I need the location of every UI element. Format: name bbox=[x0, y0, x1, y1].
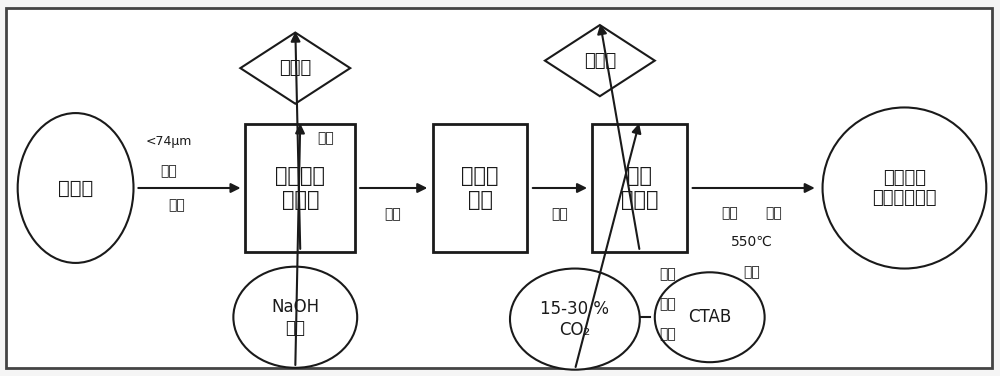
Text: 干燥: 干燥 bbox=[765, 206, 782, 220]
Text: NaOH
溶液: NaOH 溶液 bbox=[271, 298, 319, 337]
Bar bbox=[433, 124, 527, 252]
Text: 结晶: 结晶 bbox=[659, 327, 676, 341]
Polygon shape bbox=[240, 33, 350, 104]
Text: 球磨: 球磨 bbox=[168, 198, 185, 212]
Text: 滤渣: 滤渣 bbox=[317, 131, 334, 146]
Ellipse shape bbox=[655, 272, 765, 362]
Text: 高温高压
反应釜: 高温高压 反应釜 bbox=[275, 167, 325, 209]
Text: 脱硅灰: 脱硅灰 bbox=[279, 59, 311, 77]
Text: 纯化: 纯化 bbox=[552, 207, 568, 221]
Text: 滤液: 滤液 bbox=[385, 207, 402, 221]
Bar bbox=[245, 124, 355, 252]
Ellipse shape bbox=[823, 108, 986, 268]
Text: 煅烧: 煅烧 bbox=[743, 265, 760, 279]
Bar bbox=[592, 124, 687, 252]
Text: 提纯: 提纯 bbox=[659, 297, 676, 311]
Ellipse shape bbox=[233, 267, 357, 368]
Text: 碳酸钠: 碳酸钠 bbox=[584, 52, 616, 70]
Text: 粉煤灰: 粉煤灰 bbox=[58, 179, 93, 197]
Text: 高温
反应釜: 高温 反应釜 bbox=[621, 167, 659, 209]
Text: 15-30 %
CO₂: 15-30 % CO₂ bbox=[540, 300, 609, 338]
Ellipse shape bbox=[18, 113, 134, 263]
Text: 550℃: 550℃ bbox=[731, 235, 773, 249]
Text: 硅酸钠
溶液: 硅酸钠 溶液 bbox=[461, 167, 499, 209]
Text: CTAB: CTAB bbox=[688, 308, 731, 326]
Text: 有序介孔
纳米二氧化硅: 有序介孔 纳米二氧化硅 bbox=[872, 168, 937, 208]
Text: 筛分: 筛分 bbox=[160, 164, 177, 178]
Text: <74μm: <74μm bbox=[145, 135, 192, 148]
Polygon shape bbox=[545, 25, 655, 96]
Ellipse shape bbox=[510, 268, 640, 370]
Text: 滤渣: 滤渣 bbox=[721, 206, 738, 220]
FancyBboxPatch shape bbox=[6, 8, 992, 368]
Text: 滤液: 滤液 bbox=[659, 267, 676, 281]
